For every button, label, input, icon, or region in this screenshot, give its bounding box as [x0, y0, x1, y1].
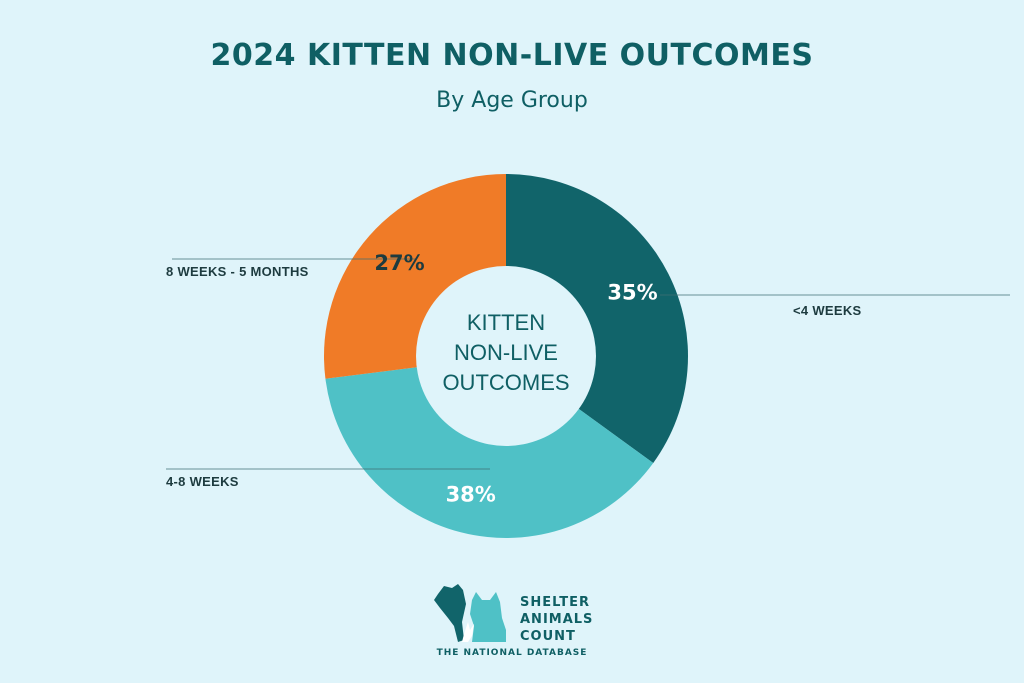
logo-line-2: ANIMALS [520, 612, 594, 627]
pie-slice-1 [506, 174, 688, 463]
donut-hole [416, 266, 596, 446]
center-label-line: OUTCOMES [442, 370, 569, 395]
rabbit-icon [462, 622, 474, 642]
center-label-line: NON-LIVE [454, 340, 558, 365]
pie-slice-2 [325, 356, 654, 539]
center-label: KITTEN NON-LIVE OUTCOMES [442, 310, 569, 395]
slice-percent-label: 38% [446, 483, 496, 507]
slice-percent-label: 27% [374, 251, 424, 275]
chart-title: 2024 KITTEN NON-LIVE OUTCOMES [210, 38, 814, 73]
logo-line-1: SHELTER [520, 595, 591, 610]
slice-percent-label: 35% [607, 281, 657, 305]
shelter-animals-count-logo [434, 584, 506, 642]
chart-subtitle: By Age Group [436, 88, 588, 113]
logo-tagline: THE NATIONAL DATABASE [436, 648, 588, 658]
cat-icon [470, 592, 506, 642]
category-label: <4 WEEKS [793, 303, 862, 318]
logo-line-3: COUNT [520, 629, 576, 644]
dog-icon [434, 584, 466, 642]
category-label: 8 WEEKS - 5 MONTHS [166, 264, 309, 279]
logo-wordmark: SHELTER ANIMALS COUNT [520, 594, 593, 645]
category-label: 4-8 WEEKS [166, 474, 239, 489]
center-label-line: KITTEN [467, 310, 545, 335]
